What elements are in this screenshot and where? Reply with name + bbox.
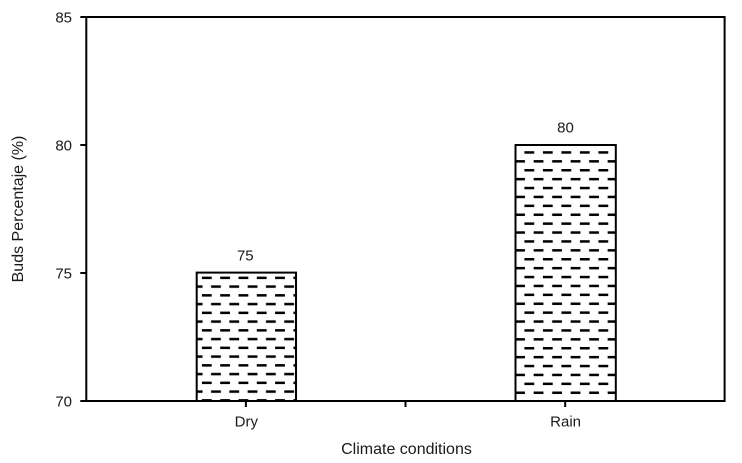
- svg-text:Rain: Rain: [550, 414, 581, 431]
- svg-text:75: 75: [237, 247, 254, 264]
- svg-text:Buds Percentaje (%): Buds Percentaje (%): [10, 136, 27, 283]
- svg-text:Climate conditions: Climate conditions: [341, 441, 472, 458]
- svg-text:70: 70: [55, 393, 72, 410]
- svg-text:85: 85: [55, 9, 72, 26]
- svg-text:80: 80: [55, 137, 72, 154]
- svg-text:75: 75: [55, 265, 72, 282]
- svg-text:80: 80: [557, 120, 574, 137]
- svg-text:Dry: Dry: [235, 414, 259, 431]
